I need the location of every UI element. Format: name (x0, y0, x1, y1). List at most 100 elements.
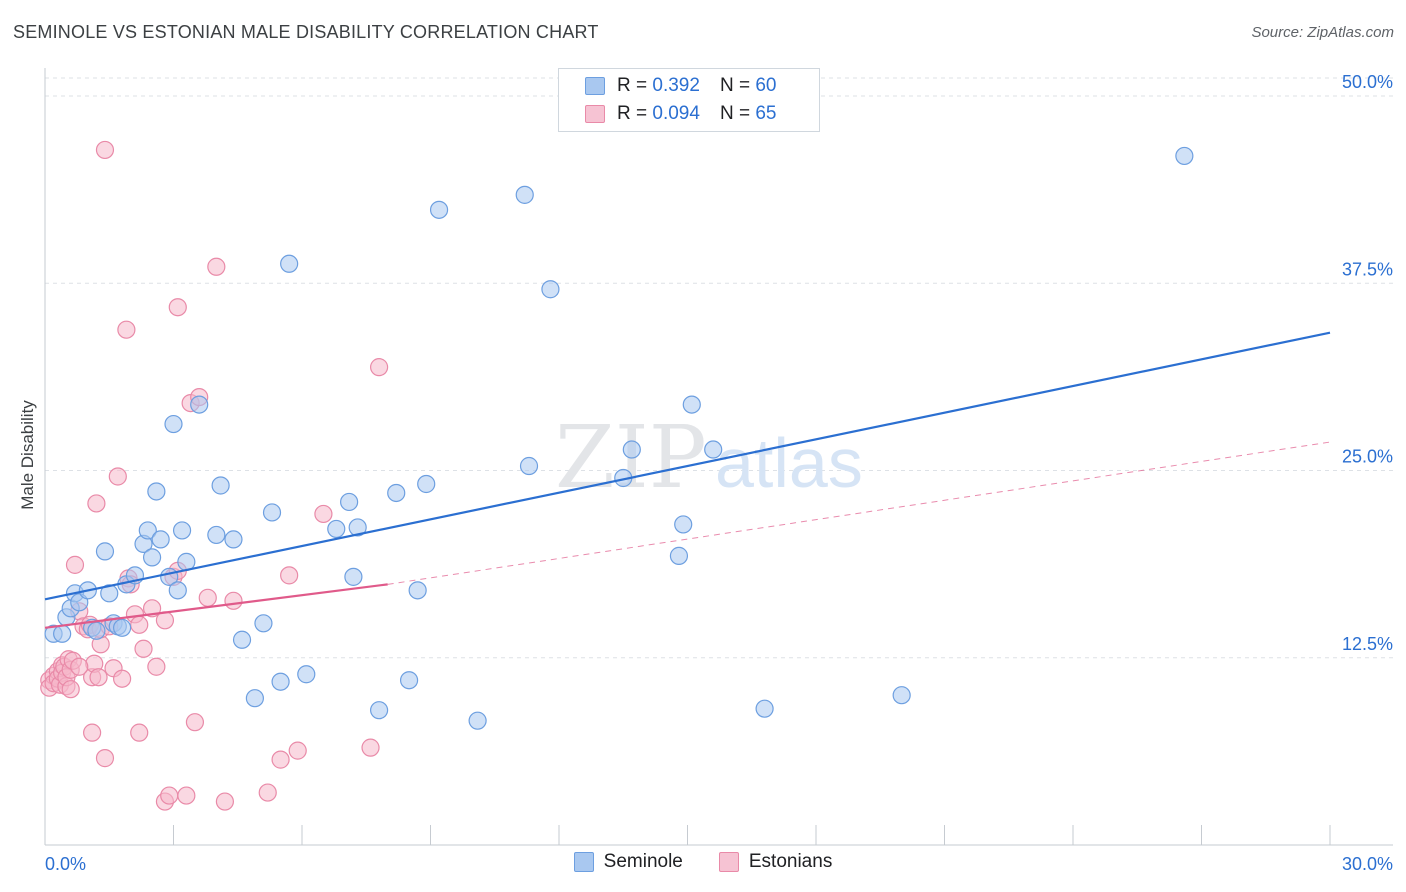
seminole-point (429, 200, 449, 219)
seminole-point (207, 525, 226, 545)
seminole-point (297, 665, 316, 684)
estonians-point (215, 792, 234, 811)
estonians-point (370, 358, 389, 377)
estonians-n-label: N = (719, 103, 751, 124)
seminole-point (755, 699, 774, 718)
seminole-r-value: 0.392 (652, 75, 700, 96)
estonians-point (95, 140, 115, 160)
seminole-points (44, 146, 1194, 730)
seminole-point (704, 440, 723, 459)
seminole-point (674, 515, 693, 534)
estonians-point (117, 320, 136, 339)
seminole-point (262, 503, 282, 522)
estonians-point (108, 467, 127, 486)
seminole-point (254, 614, 273, 633)
legend-item-estonians[interactable]: Estonians (718, 851, 833, 873)
estonians-point (95, 749, 115, 768)
estonians-point (147, 657, 166, 676)
x-tick-label-max: 30.0% (1342, 854, 1393, 874)
seminole-point (211, 476, 230, 495)
stats-row-seminole: R = 0.392 N = 60 (585, 73, 776, 99)
estonians-trend-extension (387, 441, 1331, 585)
seminole-point (892, 686, 911, 705)
seminole-point (340, 492, 359, 512)
estonians-r-value: 0.094 (652, 103, 700, 124)
seminole-point (168, 581, 187, 600)
seminole-point (417, 474, 436, 494)
watermark-atlas: atlas (715, 424, 863, 502)
series-legend: Seminole Estonians (0, 851, 1406, 873)
seminole-point (190, 395, 209, 414)
seminole-point (519, 456, 539, 476)
estonians-point (130, 615, 149, 634)
seminole-point (53, 624, 72, 643)
seminole-point (541, 280, 560, 299)
seminole-point (387, 483, 406, 503)
estonians-point (134, 639, 153, 658)
seminole-point (112, 618, 132, 637)
source-label: Source: ZipAtlas.com (1251, 24, 1394, 41)
seminole-point (468, 711, 487, 730)
seminole-point (344, 567, 363, 586)
seminole-n-label: N = (719, 75, 751, 96)
seminole-point (164, 414, 183, 434)
estonians-point (65, 555, 85, 574)
seminole-point (87, 621, 106, 640)
estonians-point (280, 566, 299, 585)
axes (44, 68, 1393, 846)
estonians-point (361, 738, 380, 757)
legend-label-estonians: Estonians (748, 851, 833, 872)
stats-legend: R = 0.392 N = 60 R = 0.094 N = 65 (558, 68, 820, 132)
seminole-point (151, 530, 170, 549)
watermark: ZIP atlas (555, 408, 863, 508)
seminole-point (232, 630, 252, 649)
seminole-point (138, 521, 157, 540)
trend-lines (44, 331, 1331, 629)
estonians-point (271, 750, 290, 769)
seminole-n-value: 60 (755, 75, 777, 96)
stats-row-estonians: R = 0.094 N = 65 (585, 101, 776, 127)
estonians-point (224, 591, 243, 610)
estonians-point (185, 713, 205, 732)
estonians-point (112, 669, 132, 688)
estonians-point (314, 504, 333, 524)
y-tick-label: 37.5% (1342, 259, 1393, 279)
seminole-point (622, 440, 641, 459)
seminole-point (142, 548, 162, 567)
estonians-trend-line (44, 583, 388, 629)
estonians-n-value: 65 (755, 103, 777, 124)
legend-item-seminole[interactable]: Seminole (573, 851, 683, 873)
x-tick-label-min: 0.0% (45, 854, 86, 874)
estonians-point (198, 588, 217, 607)
y-tick-label: 12.5% (1342, 634, 1393, 654)
estonians-point (87, 494, 106, 513)
seminole-point (669, 546, 689, 565)
seminole-point (327, 519, 346, 539)
legend-swatch-estonians (718, 852, 739, 872)
seminole-point (1175, 146, 1194, 166)
estonians-point (168, 298, 187, 317)
chart-title: SEMINOLE VS ESTONIAN MALE DISABILITY COR… (13, 22, 599, 42)
seminole-point (172, 521, 192, 540)
estonians-r-label: R = (617, 103, 648, 124)
legend-label-seminole: Seminole (603, 851, 683, 872)
y-tick-label: 25.0% (1342, 447, 1393, 467)
seminole-point (271, 672, 290, 691)
seminole-point (147, 482, 166, 501)
seminole-point (348, 518, 367, 537)
seminole-point (515, 185, 534, 204)
estonians-point (258, 783, 277, 802)
seminole-r-label: R = (617, 75, 648, 96)
tick-labels: 12.5% 25.0% 37.5% 50.0% 0.0% 30.0% (45, 72, 1393, 874)
estonians-point (83, 723, 102, 742)
estonians-point (130, 723, 149, 742)
estonians-point (70, 657, 89, 676)
seminole-point (399, 671, 419, 690)
seminole-trend-line (44, 331, 1331, 601)
estonians-point (288, 741, 307, 760)
seminole-point (408, 581, 427, 600)
seminole-point (280, 254, 299, 273)
seminole-point (370, 701, 389, 720)
estonians-swatch (585, 105, 605, 123)
